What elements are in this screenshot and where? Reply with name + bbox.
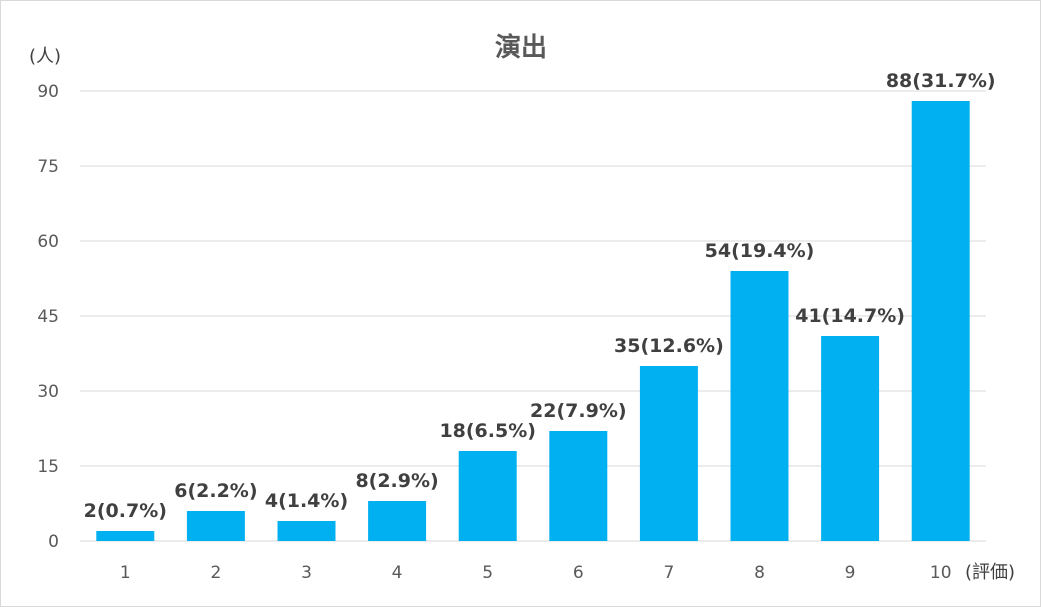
chart-title: 演出 bbox=[495, 32, 547, 63]
x-tick-label-7: 7 bbox=[663, 563, 674, 583]
bar-7 bbox=[639, 366, 698, 541]
data-label-9: 41(14.7%) bbox=[795, 305, 905, 327]
x-tick-label-5: 5 bbox=[482, 563, 493, 583]
x-tick-label-8: 8 bbox=[754, 563, 765, 583]
data-label-1: 2(0.7%) bbox=[84, 500, 167, 522]
bar-10 bbox=[911, 101, 970, 541]
y-tick-label: 45 bbox=[37, 307, 59, 327]
bar-8 bbox=[730, 271, 789, 541]
bar-6 bbox=[549, 431, 608, 541]
x-tick-label-3: 3 bbox=[301, 563, 312, 583]
data-label-5: 18(6.5%) bbox=[439, 420, 536, 442]
bar-1 bbox=[96, 531, 155, 541]
data-label-3: 4(1.4%) bbox=[265, 490, 348, 512]
data-labels: 2(0.7%) 6(2.2%) 4(1.4%) 8(2.9%) 18(6.5%)22(7… bbox=[84, 70, 996, 522]
bar-9 bbox=[821, 336, 880, 541]
data-label-2: 6(2.2%) bbox=[174, 480, 257, 502]
data-label-4: 8(2.9%) bbox=[355, 470, 438, 492]
data-label-7: 35(12.6%) bbox=[614, 335, 724, 357]
y-tick-label: 30 bbox=[37, 382, 59, 402]
y-tick-label: 15 bbox=[37, 457, 59, 477]
x-tick-label-4: 4 bbox=[392, 563, 403, 583]
data-label-8: 54(19.4%) bbox=[705, 240, 815, 262]
y-tick-label: 75 bbox=[37, 157, 59, 177]
data-label-10: 88(31.7%) bbox=[886, 70, 996, 92]
x-tick-label-2: 2 bbox=[210, 563, 221, 583]
bars bbox=[96, 101, 970, 541]
x-tick-label-6: 6 bbox=[573, 563, 584, 583]
x-tick-label-10: 10 bbox=[930, 563, 952, 583]
x-axis-unit-label: (評価) bbox=[965, 562, 1015, 583]
data-label-6: 22(7.9%) bbox=[530, 400, 627, 422]
x-tick-label-9: 9 bbox=[845, 563, 856, 583]
y-tick-label: 0 bbox=[48, 532, 59, 552]
x-tick-label-1: 1 bbox=[120, 563, 131, 583]
bar-2 bbox=[186, 511, 245, 541]
bar-3 bbox=[277, 521, 336, 541]
gridlines bbox=[80, 90, 986, 542]
y-axis-unit-label: (人) bbox=[29, 46, 61, 67]
y-tick-label: 60 bbox=[37, 232, 59, 252]
y-tick-label: 90 bbox=[37, 82, 59, 102]
bar-4 bbox=[368, 501, 427, 541]
bar-5 bbox=[458, 451, 517, 541]
